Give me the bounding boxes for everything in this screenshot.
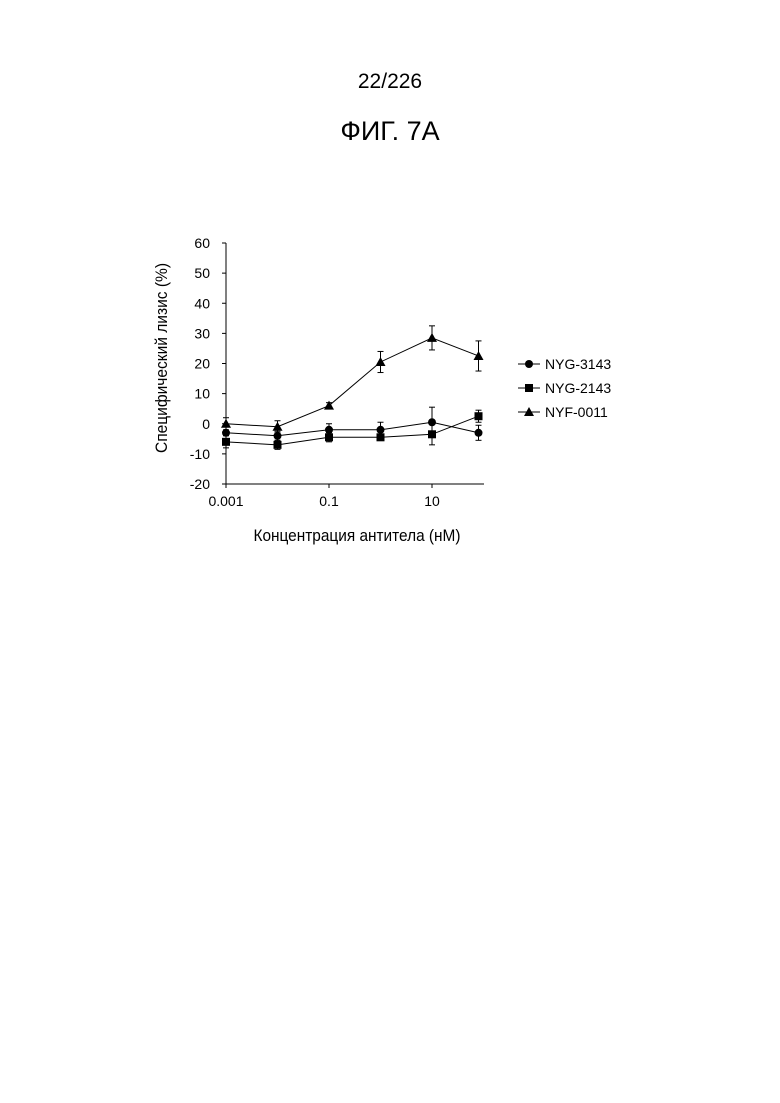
axes: -20 -10 0 10 20 30 40 50 60 0.001 0.1 10 — [190, 235, 484, 509]
y-tick-label: -10 — [190, 446, 210, 462]
series-line — [226, 422, 479, 436]
x-tick-label: 0.1 — [319, 493, 339, 509]
x-axis-title: Концентрация антитела (нМ) — [254, 526, 461, 545]
data-point — [377, 426, 385, 434]
legend-marker — [525, 384, 533, 392]
legend-label: NYG-3143 — [545, 356, 611, 372]
data-point — [474, 351, 484, 360]
legend: NYG-3143 NYG-2143 NYF-0011 — [518, 356, 611, 420]
x-tick-label: 10 — [424, 493, 440, 509]
data-point — [428, 430, 436, 438]
y-tick-label: 20 — [194, 356, 210, 372]
legend-item-nyf-0011: NYF-0011 — [518, 404, 608, 420]
data-point — [274, 441, 282, 449]
data-point — [222, 438, 230, 446]
y-tick-label: 60 — [194, 235, 210, 251]
series-line — [226, 416, 479, 445]
y-tick-label: -20 — [190, 476, 210, 492]
data-point — [325, 433, 333, 441]
series-line — [226, 338, 479, 427]
y-tick-label: 10 — [194, 386, 210, 402]
legend-label: NYG-2143 — [545, 380, 611, 396]
series-layer — [221, 326, 484, 450]
y-axis-title: Специфический лизис (%) — [152, 263, 171, 453]
series-nyg-3143 — [222, 407, 483, 440]
y-tick-label: 0 — [202, 416, 210, 432]
y-tick-label: 40 — [194, 295, 210, 311]
line-chart: -20-1001020304050600.0010.110 NYG-3143NY… — [0, 0, 780, 600]
data-point — [324, 401, 334, 410]
legend-label: NYF-0011 — [545, 404, 608, 420]
y-tick-label: 50 — [194, 265, 210, 281]
data-point — [376, 357, 386, 366]
data-point — [475, 412, 483, 420]
x-tick-label: 0.001 — [208, 493, 243, 509]
legend-item-nyg-2143: NYG-2143 — [518, 380, 611, 396]
legend-item-nyg-3143: NYG-3143 — [518, 356, 611, 372]
y-tick-label: 30 — [194, 325, 210, 341]
data-point — [475, 429, 483, 437]
series-nyf-0011 — [221, 326, 484, 433]
data-point — [427, 333, 437, 342]
data-point — [377, 433, 385, 441]
legend-marker — [525, 360, 533, 368]
